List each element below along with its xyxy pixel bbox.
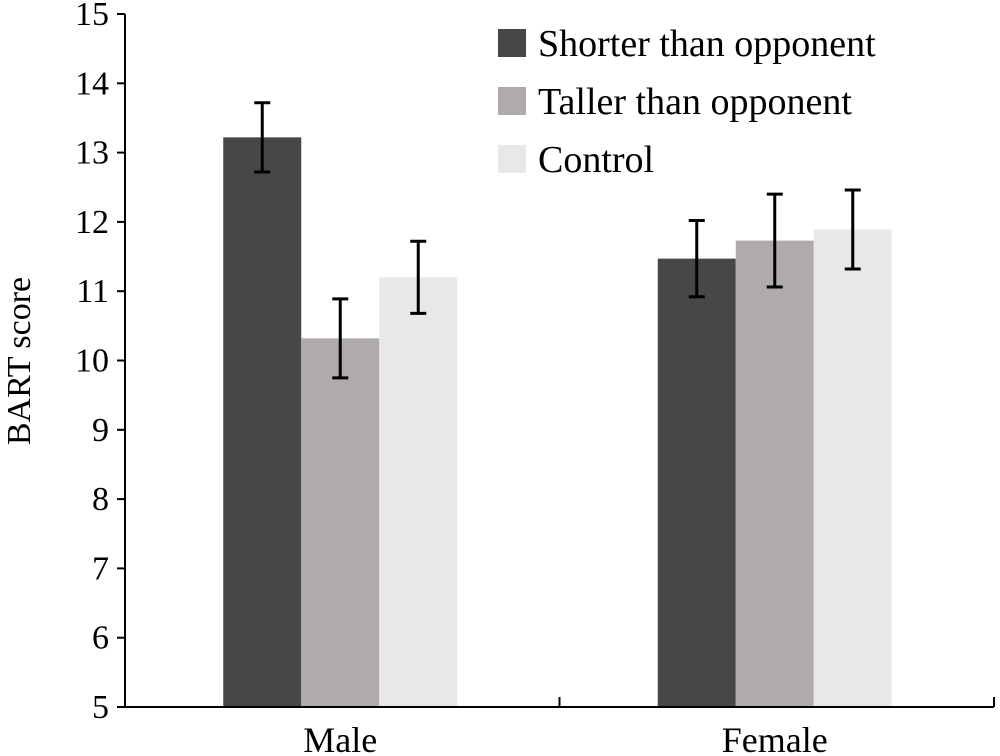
y-axis-label: BART score	[1, 277, 38, 445]
bar-shorter-than-opponent-female	[657, 258, 736, 707]
y-tick-label: 11	[76, 273, 109, 310]
y-tick-label: 9	[92, 412, 109, 449]
legend-label: Taller than opponent	[538, 81, 852, 123]
y-tick-label: 10	[75, 343, 109, 380]
bar-control-female	[813, 229, 892, 707]
legend-label: Control	[538, 139, 654, 181]
bar-taller-than-opponent-male	[301, 338, 380, 707]
bar-control-male	[379, 277, 458, 707]
legend-swatch	[498, 29, 526, 57]
bar-shorter-than-opponent-male	[223, 137, 302, 707]
bar-taller-than-opponent-female	[735, 240, 814, 707]
x-category-label: Female	[722, 720, 828, 756]
x-category-label: Male	[303, 720, 377, 756]
legend: Shorter than opponent Taller than opponen…	[498, 23, 876, 181]
y-tick-label: 6	[92, 620, 109, 657]
y-tick-label: 13	[75, 135, 109, 172]
x-ticks-group: Male Female	[303, 697, 995, 756]
y-tick-label: 12	[75, 204, 109, 241]
y-tick-label: 15	[75, 0, 109, 33]
y-tick-label: 8	[92, 481, 109, 518]
error-bars-group	[254, 101, 861, 380]
y-tick-label: 14	[75, 65, 109, 102]
legend-label: Shorter than opponent	[538, 23, 876, 65]
y-tick-label: 5	[92, 689, 109, 726]
legend-swatch	[498, 145, 526, 173]
y-ticks-group: 5 6 7 8 9 10 11 12 13 14 15	[75, 0, 125, 726]
bars-group	[223, 137, 892, 707]
y-tick-label: 7	[92, 550, 109, 587]
legend-swatch	[498, 87, 526, 115]
